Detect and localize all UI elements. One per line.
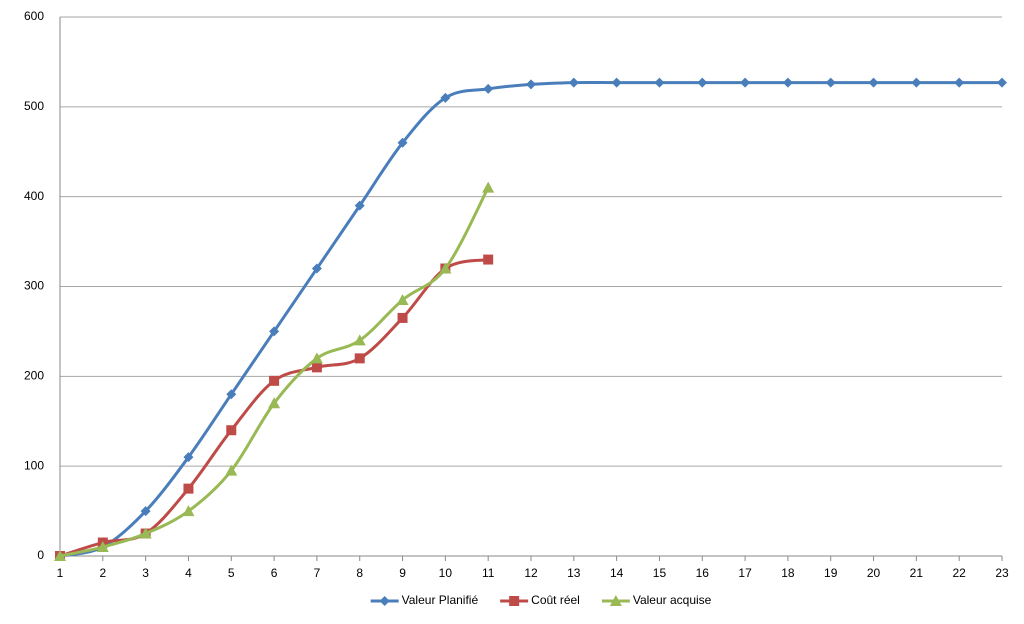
marker	[611, 77, 622, 88]
marker	[526, 79, 536, 90]
y-tick-label: 300	[24, 279, 44, 293]
legend: Valeur Planifié Coût réel Valeur acquise	[370, 593, 712, 607]
marker	[609, 595, 622, 606]
marker	[654, 77, 665, 88]
marker	[311, 362, 322, 373]
marker	[483, 254, 494, 265]
marker	[782, 77, 793, 88]
marker	[440, 92, 451, 103]
marker	[310, 352, 323, 364]
legend-item: Coût réel	[500, 593, 580, 607]
marker	[483, 83, 494, 94]
x-tick-label: 9	[399, 566, 406, 580]
x-tick-label: 14	[610, 566, 624, 580]
x-tick-label: 3	[142, 566, 149, 580]
x-tick-label: 20	[867, 566, 881, 580]
x-tick-label: 5	[228, 566, 235, 580]
marker	[269, 326, 280, 337]
x-tick-label: 8	[356, 566, 363, 580]
marker	[140, 506, 151, 517]
marker	[568, 77, 579, 88]
series	[54, 181, 495, 561]
marker	[268, 397, 281, 409]
y-tick-label: 500	[24, 99, 44, 113]
legend-item: Valeur Planifié	[370, 593, 479, 607]
marker	[439, 262, 452, 274]
marker	[509, 596, 520, 606]
legend-item: Valeur acquise	[601, 593, 712, 607]
x-tick-label: 21	[910, 566, 924, 580]
marker	[139, 527, 152, 539]
x-tick-label: 10	[439, 566, 453, 580]
x-tick-label: 18	[781, 566, 795, 580]
x-tick-label: 11	[482, 566, 495, 580]
marker	[354, 200, 365, 211]
x-tick-label: 16	[696, 566, 710, 580]
marker	[226, 389, 237, 400]
marker	[868, 77, 879, 88]
marker	[353, 334, 366, 346]
y-tick-label: 600	[24, 9, 44, 23]
marker	[225, 464, 238, 476]
series	[55, 77, 1007, 561]
marker	[397, 312, 408, 323]
marker	[354, 353, 365, 364]
marker	[740, 77, 751, 88]
y-tick-label: 400	[24, 189, 44, 203]
x-tick-label: 6	[271, 566, 278, 580]
marker	[825, 77, 836, 88]
x-tick-label: 22	[953, 566, 967, 580]
marker	[311, 263, 322, 274]
marker	[697, 77, 708, 88]
marker	[379, 596, 390, 606]
x-tick-label: 15	[653, 566, 667, 580]
marker	[226, 425, 237, 436]
marker	[396, 293, 409, 305]
marker	[397, 137, 408, 148]
line	[59, 186, 490, 558]
marker	[96, 541, 109, 553]
x-tick-label: 2	[99, 566, 106, 580]
marker	[482, 181, 495, 193]
x-tick-label: 23	[995, 566, 1009, 580]
legend-label: Coût réel	[531, 593, 580, 607]
marker	[183, 483, 194, 494]
x-tick-label: 7	[314, 566, 321, 580]
marker	[54, 550, 66, 561]
y-tick-label: 0	[37, 548, 44, 562]
marker	[911, 77, 922, 88]
legend-label: Valeur Planifié	[402, 593, 479, 607]
marker	[269, 375, 280, 386]
y-tick-label: 200	[24, 369, 44, 383]
legend-label: Valeur acquise	[633, 593, 712, 607]
x-tick-label: 12	[524, 566, 538, 580]
line	[59, 80, 1002, 558]
x-tick-label: 19	[824, 566, 838, 580]
x-tick-label: 13	[567, 566, 581, 580]
marker	[183, 452, 194, 463]
x-tick-label: 4	[185, 566, 192, 580]
marker	[997, 77, 1007, 88]
y-tick-label: 100	[24, 458, 44, 472]
marker	[182, 505, 195, 517]
marker	[954, 77, 965, 88]
x-tick-label: 1	[57, 566, 64, 580]
x-tick-label: 17	[738, 566, 752, 580]
